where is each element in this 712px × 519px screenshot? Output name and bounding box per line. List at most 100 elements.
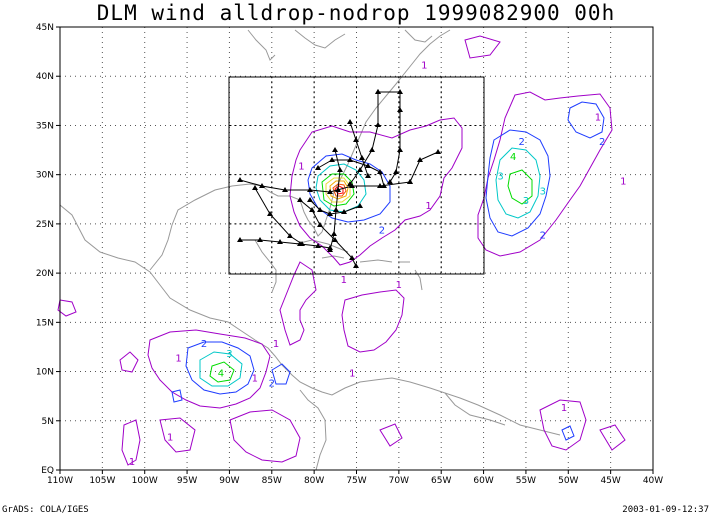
contour-label: 2 (540, 231, 546, 242)
lat-tick-label: 20N (36, 269, 54, 279)
lon-tick-label: 100W (132, 476, 158, 486)
lat-tick-label: 40N (36, 72, 54, 82)
dropsonde-marker (307, 197, 313, 202)
contour-label: 1 (425, 201, 431, 212)
contour-label: 1 (421, 60, 427, 71)
contour-label: 1 (620, 177, 626, 188)
lat-tick-label: 15N (36, 318, 54, 328)
lon-tick-label: 110W (47, 476, 73, 486)
axis-ticks: 110W 105W 100W 95W 90W 85W 80W 75W 70W 65W 60W 55W 5… (36, 23, 663, 486)
dropsonde-marker (315, 243, 321, 248)
dropsonde-marker (407, 179, 413, 184)
dropsonde-marker (393, 169, 399, 174)
dropsonde-marker (417, 157, 423, 162)
contour-label: 2 (269, 378, 275, 389)
dropsonde-marker (347, 119, 353, 124)
grid-lines (60, 27, 653, 470)
dropsonde-marker (317, 222, 323, 227)
dropsonde-marker (375, 89, 381, 94)
dropsonde-marker (297, 241, 303, 246)
dropsonde-marker (315, 165, 321, 170)
dropsonde-marker (341, 209, 347, 214)
lon-tick-label: 45W (600, 476, 620, 486)
contour-label: 1 (298, 162, 304, 173)
dropsonde-marker (282, 187, 288, 192)
lon-tick-label: 50W (558, 476, 578, 486)
dropsonde-marker (297, 197, 303, 202)
lon-tick-label: 55W (516, 476, 536, 486)
dropsonde-marker (369, 147, 375, 152)
dropsonde-marker (353, 263, 359, 268)
dropsonde-marker (359, 155, 365, 160)
dropsonde-marker (397, 89, 403, 94)
contour-label: 2 (519, 137, 525, 148)
dropsonde-marker (309, 207, 315, 212)
dropsonde-marker (259, 183, 265, 188)
dropsonde-marker (237, 177, 243, 182)
lat-tick-label: 25N (36, 220, 54, 230)
dropsonde-marker (397, 147, 403, 152)
footer-timestamp: 2003-01-09-12:37 (622, 505, 709, 515)
contour-label: 3 (523, 196, 529, 207)
map-title: DLM wind alldrop-nodrop 1999082900 00h (96, 1, 616, 25)
lon-tick-label: 105W (89, 476, 115, 486)
dropsonde-marker (329, 157, 335, 162)
contour-label: 1 (273, 339, 279, 350)
dropsonde-marker (337, 167, 343, 172)
dropsonde-marker (357, 167, 363, 172)
lon-tick-label: 80W (304, 476, 324, 486)
dropsonde-marker (327, 245, 333, 250)
dropsonde-marker (353, 137, 359, 142)
contour-label: 4 (218, 368, 224, 379)
dropsonde-marker (287, 233, 293, 238)
lon-tick-label: 60W (473, 476, 493, 486)
dropsonde-marker (397, 107, 403, 112)
contour-label: 1 (595, 113, 601, 124)
dropsonde-marker (375, 122, 381, 127)
dropsonde-marker (347, 157, 353, 162)
dropsonde-marker (377, 169, 383, 174)
dropsonde-marker (333, 207, 339, 212)
contour-label: 1 (396, 280, 402, 291)
dropsonde-marker (365, 173, 371, 178)
lon-tick-label: 85W (262, 476, 282, 486)
dropsonde-marker (381, 183, 387, 188)
contour-label: 1 (167, 432, 173, 443)
lon-tick-label: 40W (643, 476, 663, 486)
dropsonde-marker (257, 237, 263, 242)
dropsonde-marker (327, 211, 333, 216)
contour-label: 1 (561, 403, 567, 414)
dropsonde-marker (357, 203, 363, 208)
inset-box (228, 76, 485, 275)
lat-tick-label: 30N (36, 171, 54, 181)
dropsonde-marker (307, 187, 313, 192)
dropsonde-marker (331, 231, 337, 236)
contour-label: 1 (349, 368, 355, 379)
footer-credit: GrADS: COLA/IGES (2, 505, 89, 515)
dropsonde-marker (277, 239, 283, 244)
coastlines (59, 29, 561, 471)
lat-tick-label: 45N (36, 23, 54, 33)
contour-label: 2 (201, 339, 207, 350)
contour-label: 3 (497, 172, 503, 183)
lat-tick-label: EQ (41, 466, 54, 476)
lon-tick-label: 95W (177, 476, 197, 486)
dropsonde-marker (377, 183, 383, 188)
lat-tick-label: 10N (36, 368, 54, 378)
contour-label: 1 (341, 275, 347, 286)
dropsonde-marker (317, 207, 323, 212)
lon-tick-label: 75W (346, 476, 366, 486)
dropsonde-marker (365, 163, 371, 168)
dropsonde-marker (335, 187, 341, 192)
lat-tick-label: 5N (42, 417, 54, 427)
dropsonde-marker (387, 179, 393, 184)
dropsonde-marker (237, 237, 243, 242)
contour-label: 1 (175, 354, 181, 365)
contour-label: 4 (510, 152, 516, 163)
contour-label: 1 (252, 373, 258, 384)
dropsonde-marker (332, 237, 338, 242)
contour-lines (57, 35, 626, 466)
contour-label: 3 (226, 349, 232, 360)
